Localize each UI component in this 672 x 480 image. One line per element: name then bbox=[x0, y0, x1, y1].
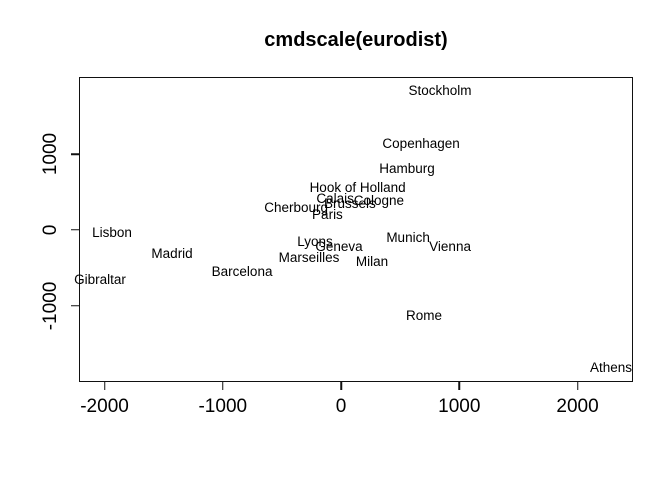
city-label-geneva: Geneva bbox=[315, 238, 363, 254]
city-label-vienna: Vienna bbox=[429, 238, 471, 254]
city-label-lisbon: Lisbon bbox=[92, 225, 132, 240]
city-label-athens: Athens bbox=[589, 360, 633, 376]
y-axis-tick-label: 1000 bbox=[40, 133, 61, 176]
y-axis-tick bbox=[71, 304, 79, 307]
city-label-brussels: Brussels bbox=[324, 195, 376, 211]
city-label-copenhagen: Copenhagen bbox=[382, 135, 460, 151]
x-axis-tick bbox=[222, 382, 224, 390]
x-axis-tick-label: 0 bbox=[335, 396, 347, 417]
city-label-munich: Munich bbox=[386, 229, 430, 245]
x-axis-tick-label: 2000 bbox=[556, 396, 599, 417]
x-axis-tick bbox=[576, 382, 579, 390]
city-label-stockholm: Stockholm bbox=[408, 82, 472, 98]
x-axis-tick bbox=[340, 382, 342, 390]
x-axis-tick bbox=[103, 382, 106, 390]
city-label-madrid: Madrid bbox=[151, 246, 193, 261]
x-axis-tick bbox=[458, 382, 461, 390]
city-label-hamburg: Hamburg bbox=[379, 160, 435, 176]
chart-title: cmdscale(eurodist) bbox=[264, 29, 448, 51]
y-axis-tick-label: 0 bbox=[40, 224, 61, 236]
city-label-calais: Calais bbox=[316, 191, 354, 207]
city-label-milan: Milan bbox=[355, 254, 389, 269]
y-axis-tick bbox=[71, 229, 79, 231]
city-label-rome: Rome bbox=[406, 308, 443, 323]
city-label-hook-of-holland: Hook of Holland bbox=[309, 180, 406, 196]
y-axis-tick-label: -1000 bbox=[40, 281, 61, 330]
city-label-lyons: Lyons bbox=[297, 233, 333, 249]
plot-area bbox=[79, 77, 633, 382]
city-label-gibraltar: Gibraltar bbox=[74, 271, 126, 287]
city-label-marseilles: Marseilles bbox=[278, 250, 340, 265]
x-axis-tick-label: 1000 bbox=[438, 396, 481, 417]
y-axis-tick bbox=[71, 153, 79, 156]
x-axis-tick-label: -2000 bbox=[80, 396, 129, 417]
city-label-cologne: Cologne bbox=[353, 192, 405, 208]
city-label-paris: Paris bbox=[312, 206, 343, 222]
x-axis-tick-label: -1000 bbox=[198, 396, 248, 417]
city-label-barcelona: Barcelona bbox=[211, 263, 273, 279]
city-label-cherbourg: Cherbourg bbox=[264, 200, 328, 216]
